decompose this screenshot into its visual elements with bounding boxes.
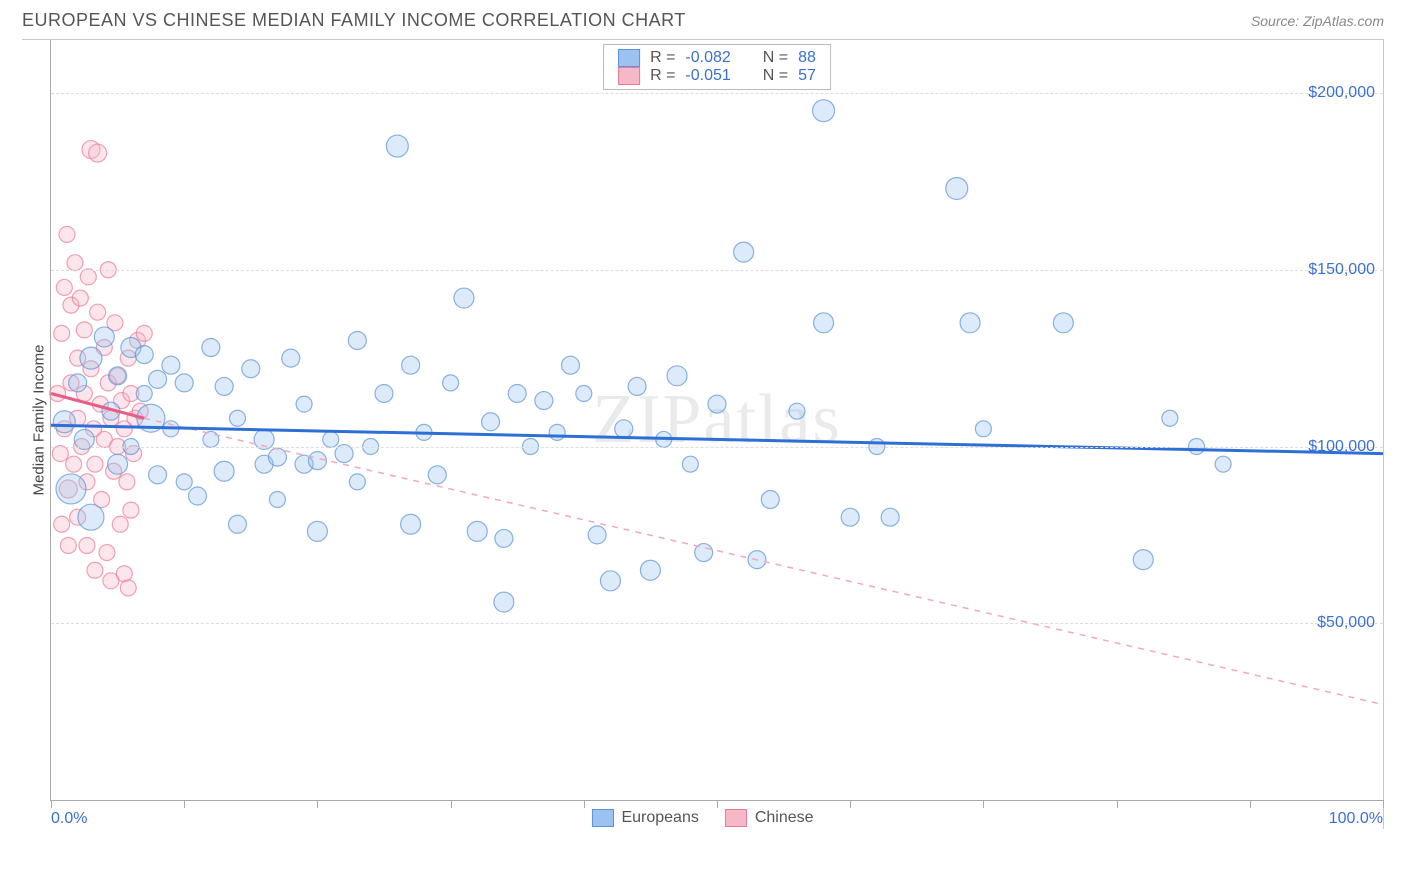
- swatch-chinese: [618, 67, 640, 85]
- r-label: R =: [650, 49, 675, 67]
- swatch-europeans: [618, 49, 640, 67]
- x-axis-right-label: 100.0%: [1329, 810, 1383, 828]
- legend-stats-row-europeans: R = -0.082 N = 88: [618, 49, 816, 67]
- x-axis-left-label: 0.0%: [51, 810, 87, 828]
- n-value-chinese: 57: [798, 67, 816, 85]
- legend-item-chinese: Chinese: [725, 809, 814, 827]
- chart-container: Median Family Income ZIPatlas 0.0% 100.0…: [22, 39, 1384, 829]
- n-value-europeans: 88: [798, 49, 816, 67]
- y-tick-label: $50,000: [1317, 614, 1375, 632]
- legend-stats-row-chinese: R = -0.051 N = 57: [618, 67, 816, 85]
- y-tick-label: $150,000: [1308, 261, 1375, 279]
- plot-area: Median Family Income ZIPatlas 0.0% 100.0…: [50, 40, 1383, 801]
- legend-series: Europeans Chinese: [591, 809, 813, 827]
- n-label: N =: [763, 49, 788, 67]
- source-label: Source: ZipAtlas.com: [1251, 13, 1384, 29]
- r-label: R =: [650, 67, 675, 85]
- legend-label-europeans: Europeans: [621, 809, 698, 827]
- plot-svg: [51, 40, 1383, 800]
- swatch-chinese: [725, 809, 747, 827]
- r-value-chinese: -0.051: [685, 67, 730, 85]
- y-tick-label: $100,000: [1308, 438, 1375, 456]
- legend-stats: R = -0.082 N = 88 R = -0.051 N = 57: [603, 44, 831, 90]
- swatch-europeans: [591, 809, 613, 827]
- chart-title: EUROPEAN VS CHINESE MEDIAN FAMILY INCOME…: [22, 10, 686, 31]
- y-tick-label: $200,000: [1308, 84, 1375, 102]
- r-value-europeans: -0.082: [685, 49, 730, 67]
- n-label: N =: [763, 67, 788, 85]
- y-axis-title: Median Family Income: [31, 345, 48, 496]
- legend-label-chinese: Chinese: [755, 809, 814, 827]
- legend-item-europeans: Europeans: [591, 809, 698, 827]
